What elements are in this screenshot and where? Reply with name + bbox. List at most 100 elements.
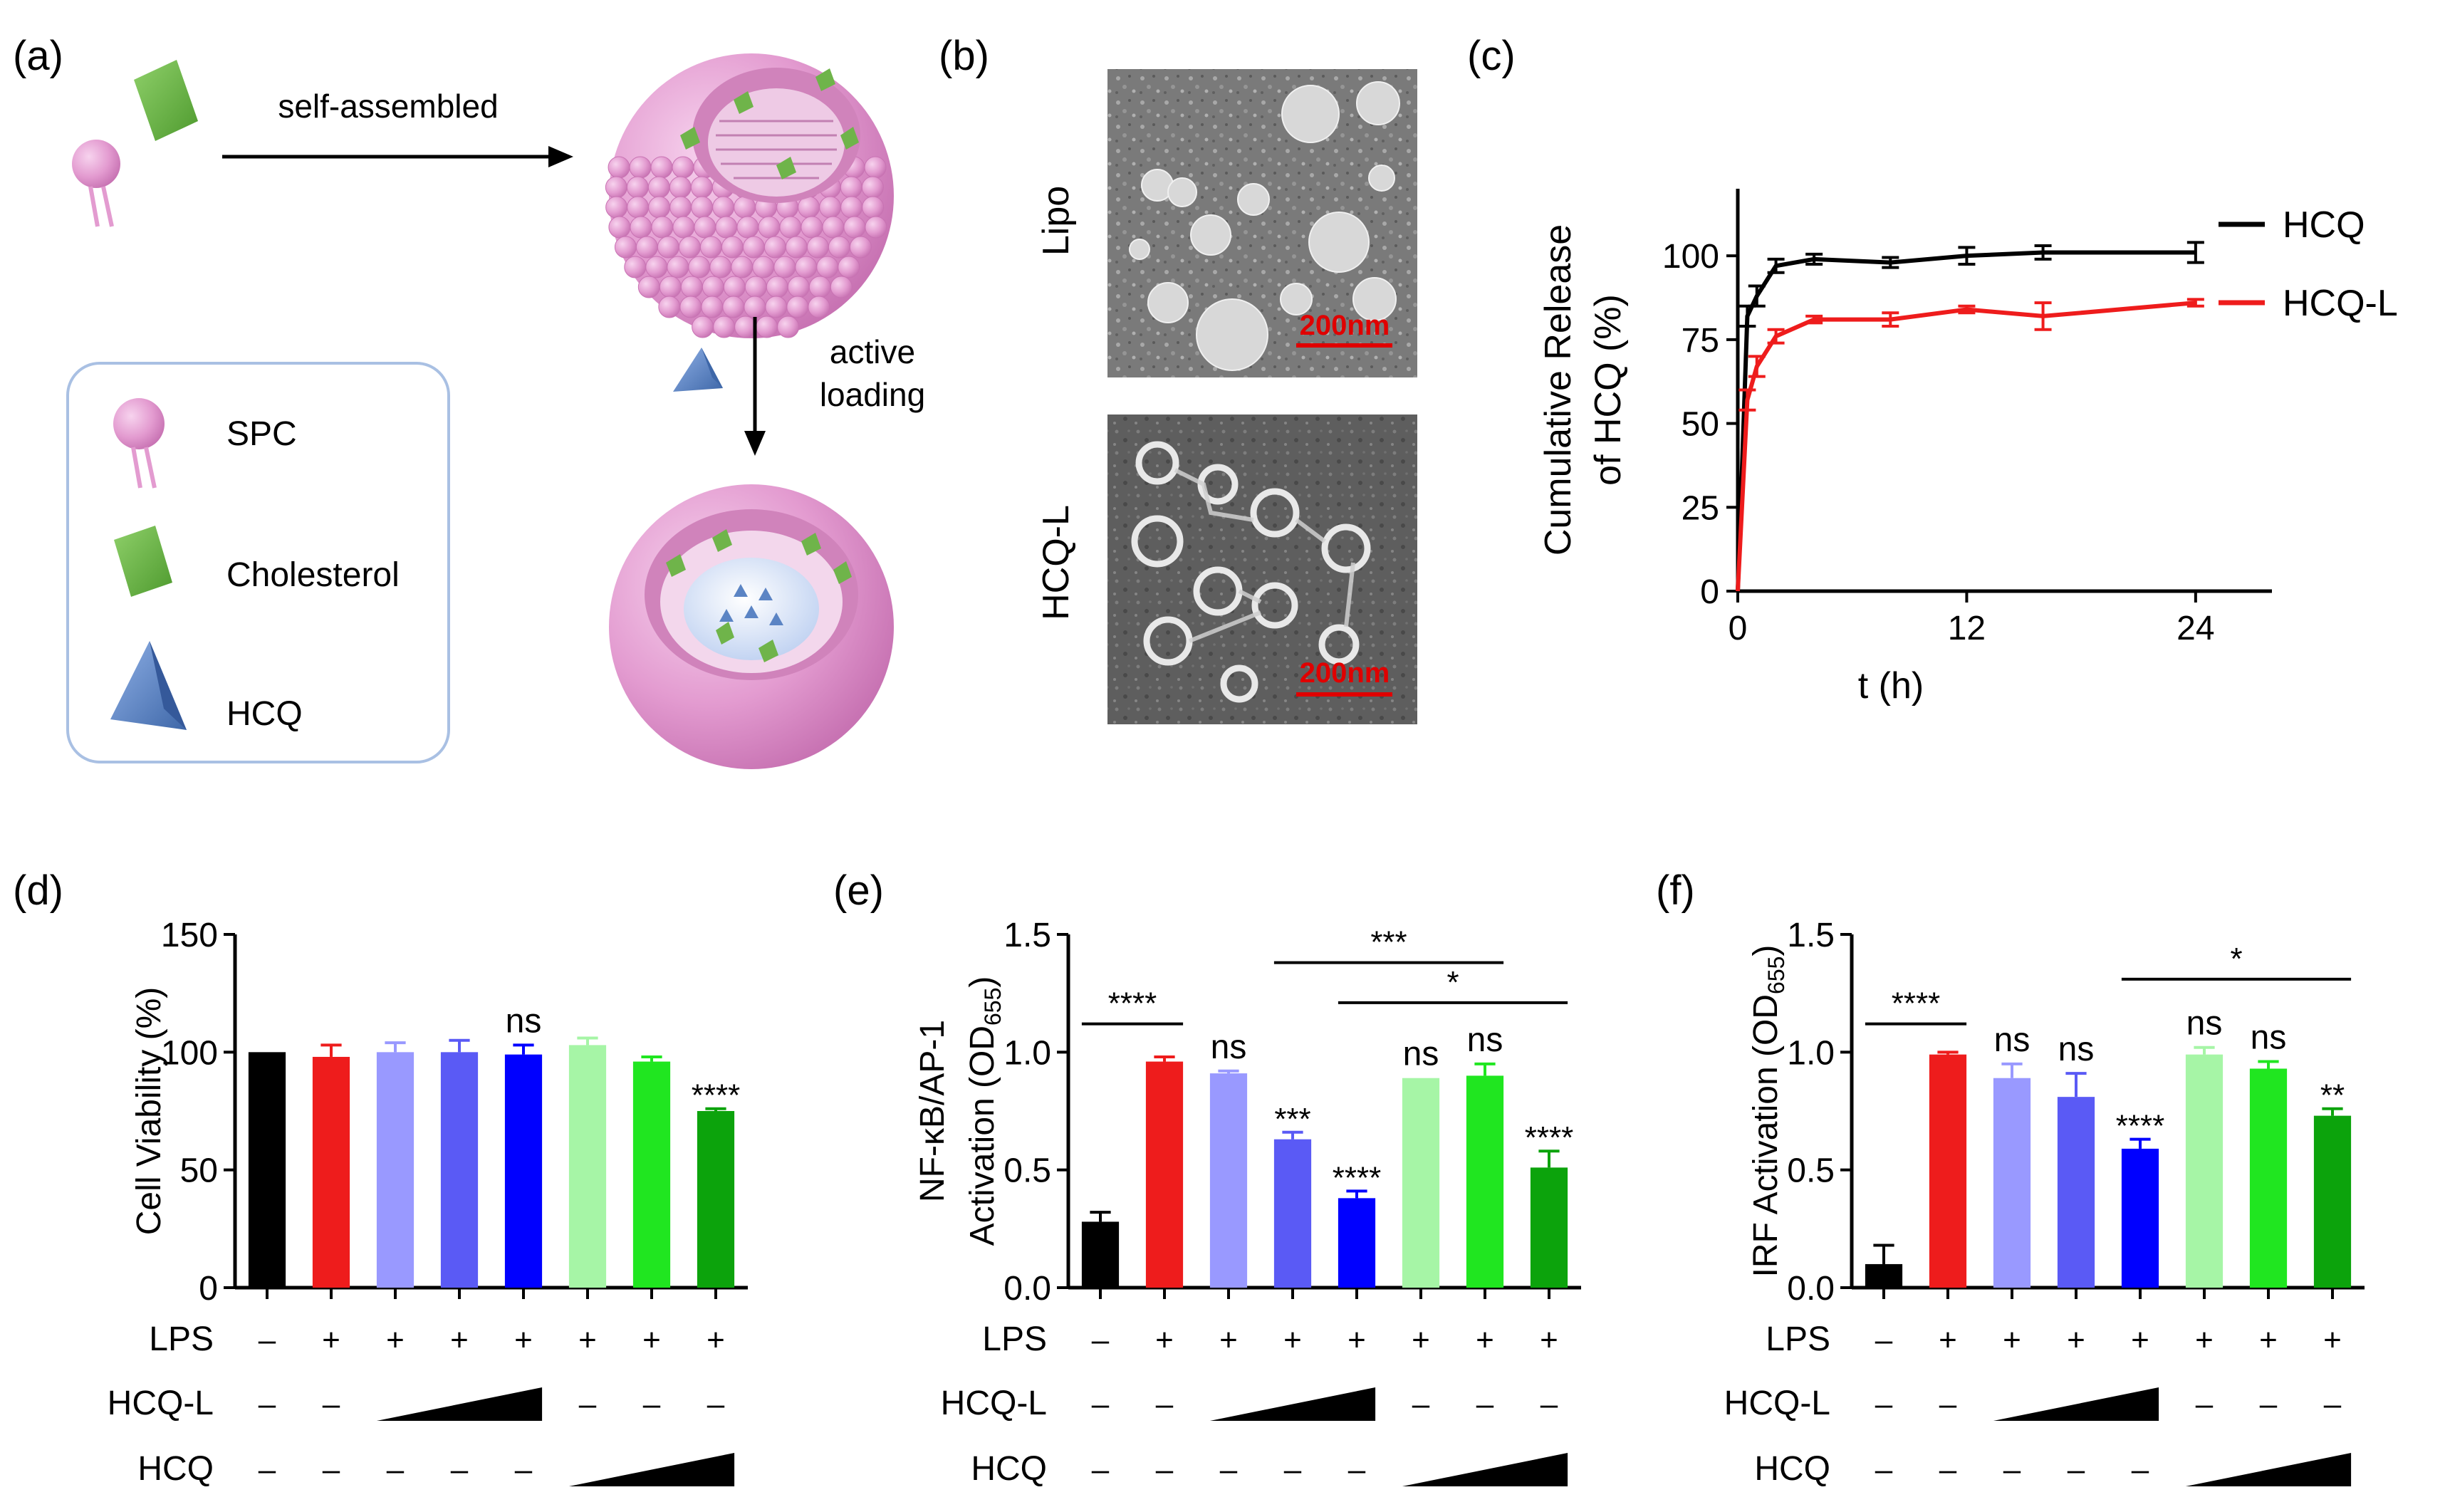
lipid-head-icon <box>680 276 703 298</box>
bar <box>376 1052 415 1288</box>
self-assembly-arrow-icon <box>222 146 573 167</box>
lipid-head-icon <box>658 296 681 318</box>
legend-label-hcq: HCQ <box>2283 204 2365 246</box>
lipid-head-icon <box>843 216 866 239</box>
significance-label: **** <box>1525 1120 1574 1155</box>
condition-symbol: + <box>707 1323 725 1357</box>
lipid-head-icon <box>808 276 831 298</box>
condition-symbol: – <box>259 1387 276 1422</box>
condition-row-label: LPS <box>982 1320 1047 1358</box>
significance-label: ns <box>1211 1028 1247 1066</box>
bar <box>2057 1097 2095 1288</box>
y-tick-label: 1.0 <box>1787 1034 1835 1072</box>
condition-symbol: – <box>259 1323 276 1357</box>
significance-label: ns <box>2251 1019 2287 1057</box>
condition-symbol: – <box>1939 1387 1957 1422</box>
condition-symbol: + <box>1347 1323 1366 1357</box>
panel-label-e: (e) <box>833 867 884 914</box>
legend-label-spc: SPC <box>226 415 297 453</box>
condition-symbol: + <box>2067 1323 2085 1357</box>
hcq-dose-wedge-icon <box>2185 1453 2352 1486</box>
lipid-head-icon <box>777 316 800 338</box>
bar <box>1530 1167 1568 1288</box>
micrograph-panel: Lipo HCQ-L 200nm <box>1036 69 1417 724</box>
legend-hcq-icon <box>110 641 187 730</box>
significance-label: ns <box>506 1002 542 1040</box>
condition-symbol: + <box>1540 1323 1558 1357</box>
y-tick-label: 50 <box>1682 406 1719 444</box>
micrograph-row-label-lipo: Lipo <box>1036 186 1077 256</box>
condition-symbol: – <box>323 1452 340 1487</box>
condition-symbol: – <box>1540 1387 1558 1422</box>
significance-label: ns <box>1467 1021 1503 1059</box>
bar <box>1466 1075 1504 1288</box>
bar <box>1338 1198 1376 1288</box>
lipid-head-icon <box>766 276 788 298</box>
lipid-head-icon <box>657 236 679 259</box>
y-axis-label-line2: of HCQ (%) <box>1588 294 1629 486</box>
condition-symbol: + <box>1219 1323 1238 1357</box>
lipid-head-icon <box>819 196 842 219</box>
lipid-head-icon <box>709 256 732 278</box>
condition-symbol: + <box>450 1323 469 1357</box>
lipid-head-icon <box>647 176 670 199</box>
bar <box>1273 1139 1312 1288</box>
lipid-head-icon <box>840 176 862 199</box>
x-tick-label: 12 <box>1948 610 1986 647</box>
cell-viability-bar-chart: 0 50 100 150 Cell Viability (%) ns **** LPS – + + +… <box>108 917 748 1488</box>
micrograph-row-label-hcql: HCQ-L <box>1036 505 1077 620</box>
y-tick-label: 100 <box>161 1034 218 1072</box>
condition-symbol: – <box>579 1387 597 1422</box>
lipid-head-icon <box>806 236 829 259</box>
hcql-dose-wedge-icon <box>1993 1387 2159 1421</box>
y-tick-label: 0 <box>1700 573 1719 611</box>
condition-row-label: HCQ-L <box>108 1385 214 1422</box>
bar <box>1929 1054 1967 1288</box>
condition-symbol: + <box>578 1323 597 1357</box>
lipid-head-icon <box>669 196 692 219</box>
lipid-head-icon <box>669 176 692 199</box>
lipid-head-icon <box>736 216 759 239</box>
schematic-panel: self-assembled <box>66 53 925 769</box>
y-tick-label: 0 <box>199 1270 218 1308</box>
release-line-chart: 0 25 50 75 100 0 12 24 t (h) Cumulative Release of… <box>1538 189 2398 707</box>
micrograph-lipo: 200nm <box>1107 69 1417 377</box>
condition-symbol: – <box>259 1452 276 1487</box>
lipid-head-icon <box>650 156 673 179</box>
arrow-label-loading: loading <box>820 376 925 413</box>
condition-symbol: – <box>1092 1387 1110 1422</box>
bar <box>312 1056 350 1288</box>
lipid-head-icon <box>667 256 689 278</box>
lipid-head-icon <box>752 256 775 278</box>
condition-symbol: + <box>2003 1323 2021 1357</box>
bar <box>2185 1054 2224 1288</box>
bar <box>1145 1061 1184 1288</box>
lipid-head-icon <box>624 256 647 278</box>
y-tick-label: 150 <box>161 917 218 954</box>
condition-symbol: – <box>1875 1452 1893 1487</box>
y-tick-label: 0.5 <box>1787 1152 1835 1190</box>
bar <box>248 1052 286 1288</box>
empty-liposome-icon <box>605 53 894 338</box>
lipid-head-icon <box>838 256 860 278</box>
condition-symbol: – <box>1156 1387 1174 1422</box>
lipid-head-icon <box>801 216 823 239</box>
lipid-head-icon <box>627 196 650 219</box>
condition-symbol: + <box>2131 1323 2149 1357</box>
lipid-head-icon <box>629 156 652 179</box>
condition-symbol: – <box>515 1452 533 1487</box>
panel-label-d: (d) <box>13 867 63 914</box>
condition-symbol: – <box>1348 1452 1366 1487</box>
lipid-head-icon <box>785 236 808 259</box>
lipid-head-icon <box>773 256 796 278</box>
lipid-head-icon <box>672 156 694 179</box>
y-axis-label: IRF Activation (OD655) <box>1747 945 1789 1278</box>
lipid-head-icon <box>742 236 765 259</box>
condition-row-label: HCQ <box>137 1450 214 1488</box>
arrow-label-active: active <box>830 333 915 370</box>
condition-symbol: – <box>1156 1452 1174 1487</box>
hcq-dose-wedge-icon <box>1402 1453 1568 1486</box>
y-tick-label: 75 <box>1682 322 1719 360</box>
lipid-head-icon <box>722 296 745 318</box>
